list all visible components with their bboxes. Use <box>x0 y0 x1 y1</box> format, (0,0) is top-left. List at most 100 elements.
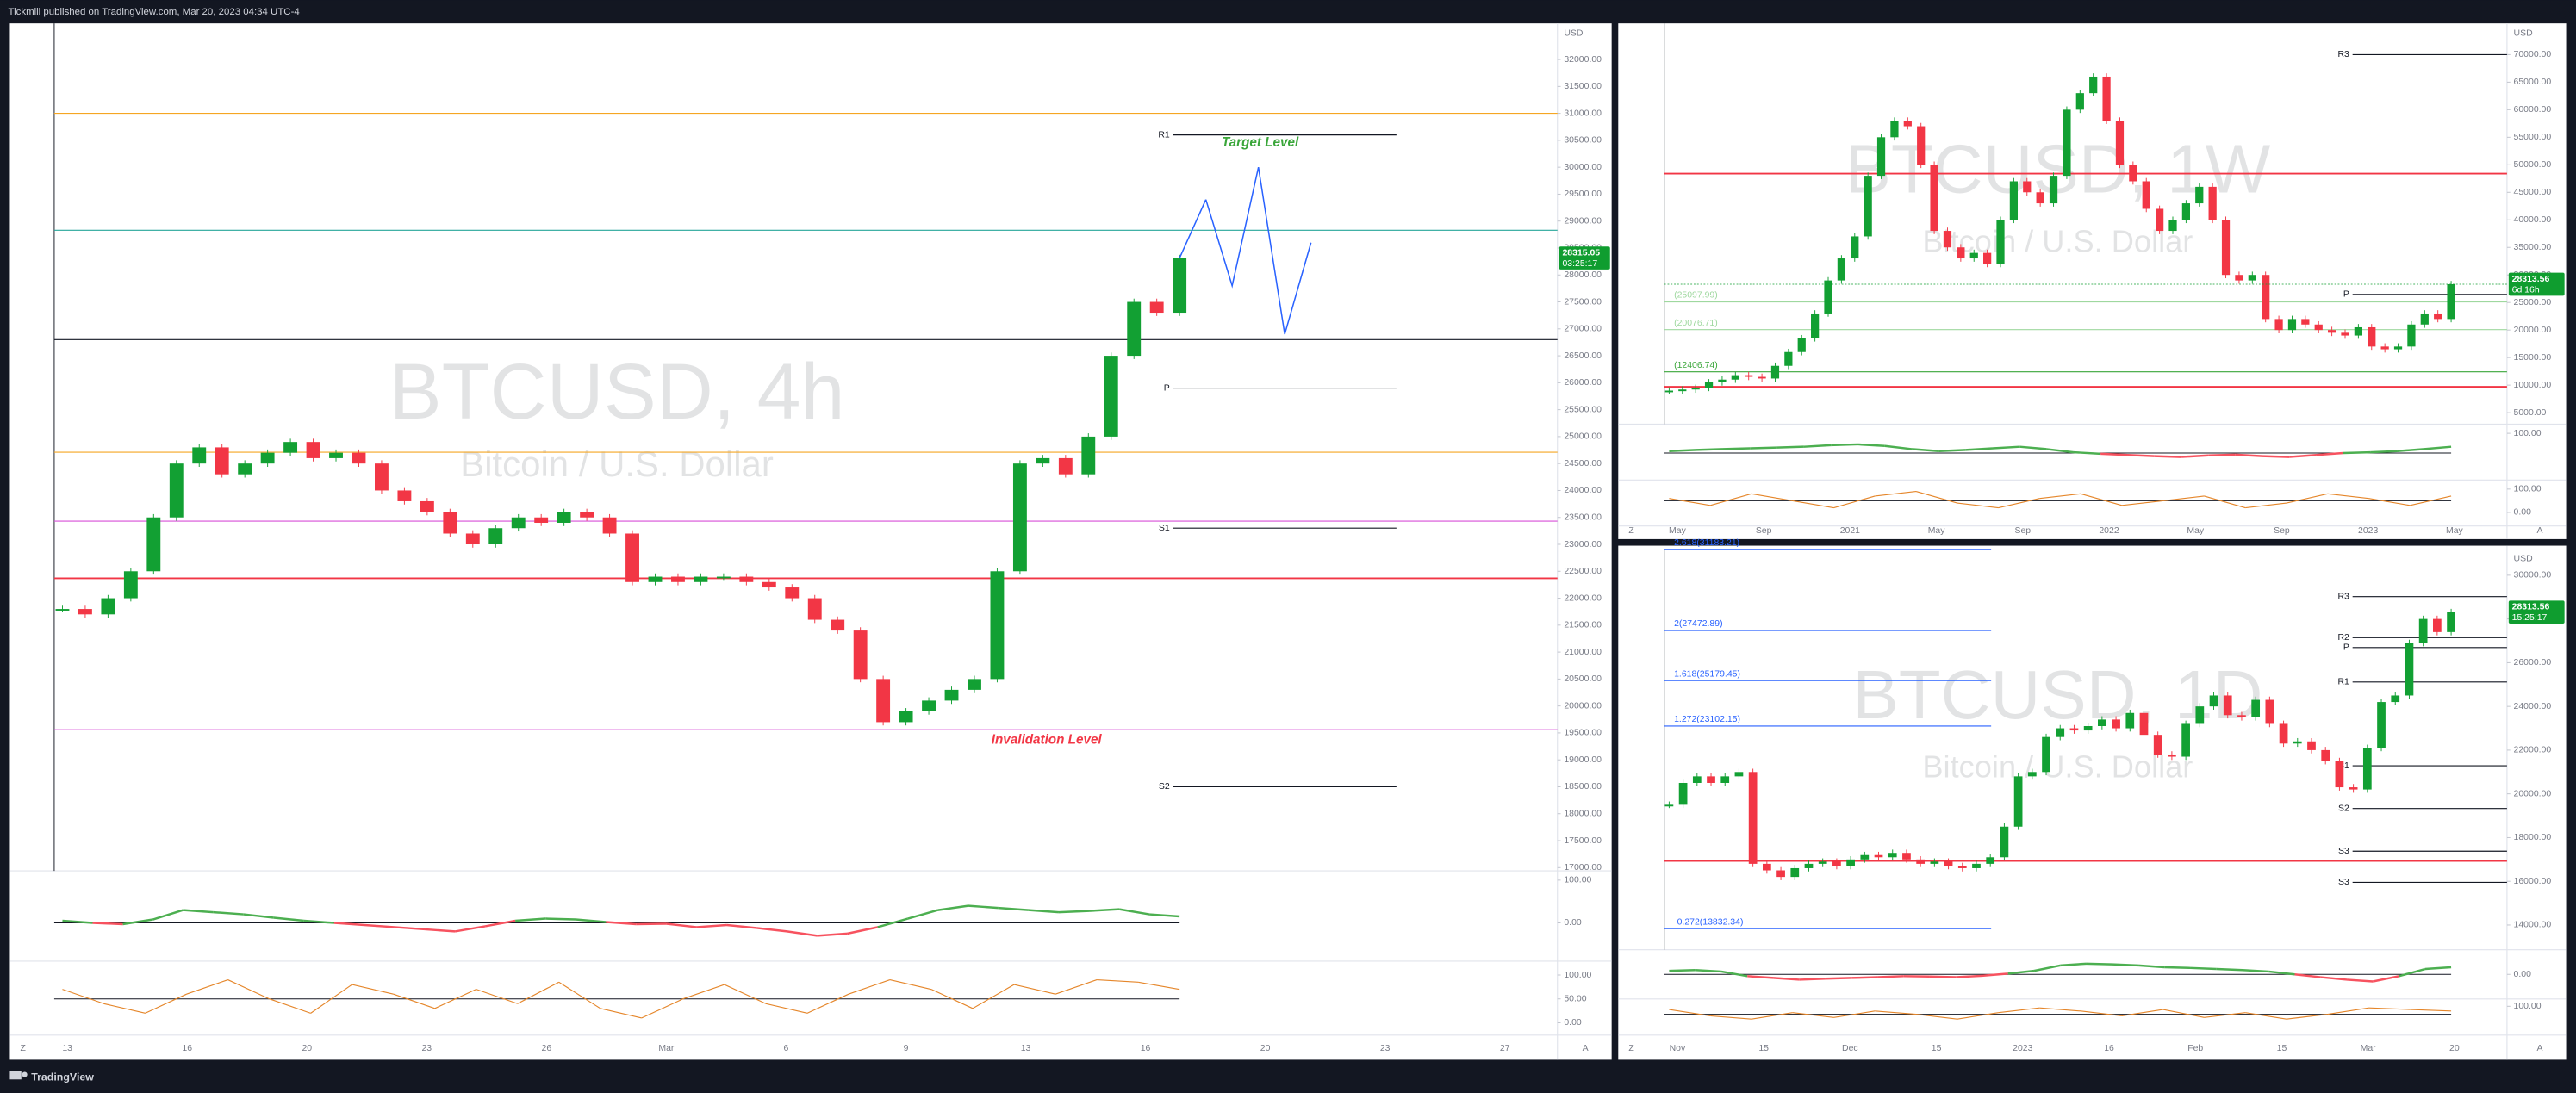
time-label: 15 <box>2277 1044 2287 1053</box>
ind-line <box>2242 969 2269 973</box>
candle <box>1957 866 1967 868</box>
candle <box>488 528 503 545</box>
candle <box>1784 351 1793 366</box>
candle <box>1036 457 1050 464</box>
ind-tick-label: 50.00 <box>1564 994 1586 1003</box>
ind-line <box>92 922 123 926</box>
ind-line <box>2368 1007 2411 1010</box>
watermark-subtitle: Bitcoin / U.S. Dollar <box>460 444 774 484</box>
y-tick-label: 32000.00 <box>1564 55 1602 65</box>
candle <box>2168 754 2176 757</box>
candle <box>2036 192 2044 204</box>
ind-line <box>2046 448 2075 454</box>
candle <box>2248 275 2256 281</box>
ind-line <box>62 989 104 1004</box>
ind-line <box>454 925 486 933</box>
toolbar-button[interactable]: A <box>2537 1044 2543 1053</box>
toolbar-button[interactable]: Z <box>20 1044 26 1053</box>
ind-line <box>2327 1007 2369 1015</box>
y-tick-label: 19000.00 <box>1564 755 1602 765</box>
ind-line <box>62 919 93 924</box>
ind-tick-label: 0.00 <box>2514 970 2532 979</box>
ind-line <box>1884 444 1913 450</box>
level-label: R3 <box>2337 50 2349 59</box>
time-label: 16 <box>1141 1044 1151 1053</box>
candle <box>944 689 959 701</box>
footer-brand[interactable]: TradingView <box>31 1071 94 1084</box>
ind-line <box>1669 498 1711 506</box>
y-tick-label: 24500.00 <box>1564 459 1602 469</box>
candle <box>1762 863 1771 871</box>
ind-tick-label: 100.00 <box>2514 485 2542 494</box>
candle <box>2129 165 2137 182</box>
ind-line <box>972 984 1015 1009</box>
ind-line <box>1803 444 1832 448</box>
candle <box>1790 867 1800 878</box>
candle <box>2447 612 2455 632</box>
projection <box>1204 166 1312 335</box>
ind-line <box>1915 1014 1957 1020</box>
candle <box>2089 76 2098 94</box>
toolbar-button[interactable]: Z <box>1628 526 1634 536</box>
candle <box>306 442 320 458</box>
y-tick-label: 45000.00 <box>2514 188 2552 197</box>
ind-line <box>1929 975 1957 978</box>
currency: USD <box>2514 555 2534 564</box>
candle <box>1058 457 1073 475</box>
y-tick-label: 18000.00 <box>1564 810 1602 819</box>
ind-line <box>2399 967 2426 978</box>
candle <box>123 571 138 599</box>
y-tick-label: 18500.00 <box>1564 782 1602 792</box>
price-tag-countdown: 6d 16h <box>2512 285 2540 295</box>
level-label: 2.618(31183.21) <box>1674 538 1739 548</box>
ind-line <box>545 917 576 921</box>
ind-line <box>1028 909 1060 914</box>
toolbar-button[interactable]: A <box>1583 1044 1589 1053</box>
annotation: Invalidation Level <box>992 733 1103 748</box>
candle <box>1930 861 1939 864</box>
ind-line <box>1833 495 1876 509</box>
ind-tick-label: 100.00 <box>1564 876 1591 885</box>
candle <box>1678 782 1688 805</box>
y-tick-label: 23000.00 <box>1564 540 1602 550</box>
ind-line <box>2039 1007 2081 1012</box>
y-tick-label: 22000.00 <box>1564 593 1602 603</box>
toolbar-button[interactable]: Z <box>1628 1044 1634 1053</box>
candle <box>2112 719 2120 729</box>
ind-tick-label: 100.00 <box>1564 971 1591 980</box>
toolbar-button[interactable]: A <box>2537 526 2543 536</box>
candle <box>2181 203 2191 220</box>
ind-line <box>2204 1012 2246 1018</box>
ind-line <box>310 984 352 1014</box>
ind-line <box>1149 913 1180 918</box>
candle <box>78 609 92 615</box>
watermark: BTCUSD, 1W <box>1845 131 2270 208</box>
y-tick-label: 31000.00 <box>1564 109 1602 118</box>
y-tick-label: 30500.00 <box>1564 136 1602 146</box>
y-tick-label: 20500.00 <box>1564 674 1602 684</box>
ind-line <box>1720 970 1748 978</box>
candle <box>1704 382 1714 388</box>
candle <box>2447 283 2455 320</box>
candle <box>2125 712 2135 729</box>
ind-line <box>227 979 270 1000</box>
candle <box>2153 735 2162 755</box>
candle <box>2069 728 2079 731</box>
candle <box>443 512 457 534</box>
ind-line <box>2268 970 2295 976</box>
candle <box>329 452 343 458</box>
ind-line <box>2410 1009 2452 1012</box>
candle <box>2056 728 2065 737</box>
ind-line <box>1773 977 1800 981</box>
candle <box>1718 379 1727 382</box>
ind-line <box>2245 502 2287 509</box>
ind-line <box>2033 964 2061 972</box>
ind-line <box>682 984 725 1000</box>
candle <box>716 576 731 579</box>
candle <box>1986 857 1995 864</box>
ind-line <box>2127 454 2155 457</box>
candle <box>2042 736 2050 773</box>
time-label: 2023 <box>2013 1044 2032 1053</box>
candle <box>2349 787 2358 790</box>
